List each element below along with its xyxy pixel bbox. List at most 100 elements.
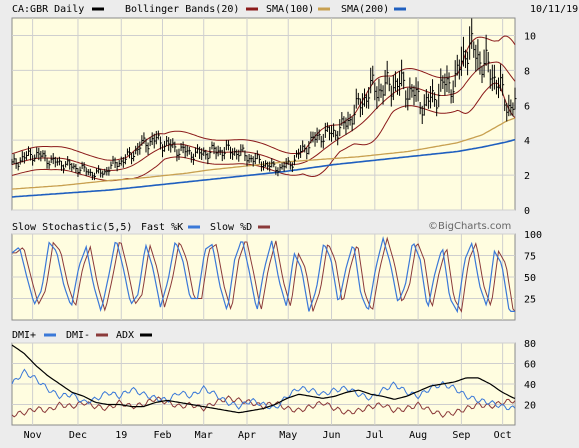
price-bar [108,166,111,176]
price-bars [11,18,517,181]
price-bar [197,144,200,154]
price-y-tick-6: 6 [524,101,530,112]
price-bar [11,158,14,165]
price-bar [207,152,210,165]
price-bar [71,162,74,172]
price-bar [194,147,197,158]
price-grid [12,18,515,211]
price-bar [502,73,505,96]
price-bar [265,160,268,167]
price-bar [267,161,270,171]
price-bar [318,129,321,140]
price-bar [38,147,41,161]
price-bar [244,150,247,162]
price-bar [182,141,185,154]
price-bar [413,85,416,106]
price-bar [67,156,70,166]
price-bar [495,79,498,95]
price-bar [312,131,315,143]
price-bar [75,164,78,173]
stoch-y-tick-25: 25 [524,295,536,306]
price-bar [36,147,39,158]
stochastic-y-axis: 25 50 75 100 [524,230,542,306]
price-bar [273,161,276,168]
dmi-y-tick-40: 40 [524,380,536,391]
stoch-title: Slow Stochastic(5,5) [12,222,132,233]
price-bar [83,162,86,172]
price-y-tick-8: 8 [524,66,530,77]
price-bar [100,168,103,178]
price-bar [289,161,292,170]
price-bar [147,142,150,155]
price-bar [176,149,179,162]
price-bar [201,148,204,160]
price-bar [168,137,171,151]
price-bar [498,77,501,99]
price-bar [469,26,472,60]
price-bar [186,145,189,157]
price-bar [153,133,156,149]
price-bar [376,86,379,109]
price-bar [172,138,175,149]
price-bar [388,77,391,92]
price-bar [351,116,354,132]
price-bar [85,167,88,177]
price-bar [403,71,406,90]
price-bar [19,157,22,165]
slow-d-line [12,236,516,313]
price-bar [256,150,259,160]
price-bar [475,44,478,72]
price-bar [487,51,490,73]
price-bar [306,147,309,160]
price-bar [238,149,241,162]
price-bar [54,156,57,168]
price-bar [141,135,144,146]
price-bar [337,130,340,146]
price-bar [491,64,494,92]
fast-k-line [11,235,515,314]
price-bar [448,72,451,94]
price-bar [357,92,360,105]
price-bar [13,153,16,164]
price-bar [471,18,474,49]
price-bar [322,133,325,149]
adx-label: ADX [116,330,134,341]
price-bar [263,161,265,171]
price-bar [131,152,134,165]
price-bar [304,144,307,153]
price-bar [328,126,331,141]
price-bar [184,145,187,159]
price-bar [203,147,206,156]
price-bar [372,65,375,85]
price-bar [81,161,84,169]
price-bar [77,168,80,177]
price-bar [434,92,437,107]
price-bar [30,148,33,161]
price-bar [465,49,468,69]
price-bar [219,146,222,156]
price-bar [25,151,28,160]
price-bar [427,93,430,109]
price-bar [462,36,465,67]
price-bar [44,150,47,162]
dmi-plus-line [11,368,516,411]
price-bar [112,155,115,165]
price-bar [456,54,459,76]
price-bar [392,75,395,101]
price-bar [345,117,348,135]
price-bar [242,144,245,152]
price-bar [293,154,296,166]
price-bar [333,123,336,138]
price-bar [378,78,381,102]
stoch-y-tick-100: 100 [524,230,542,241]
price-bar [298,148,301,160]
price-bar [161,144,164,158]
price-bar [110,161,113,170]
price-bar [446,65,449,93]
price-bar [275,166,278,175]
price-bar [15,158,18,169]
price-bar [374,82,377,101]
x-tick-oct: Oct [494,430,512,441]
bollinger-label: Bollinger Bands(20) [125,4,239,15]
price-bar [133,151,136,162]
